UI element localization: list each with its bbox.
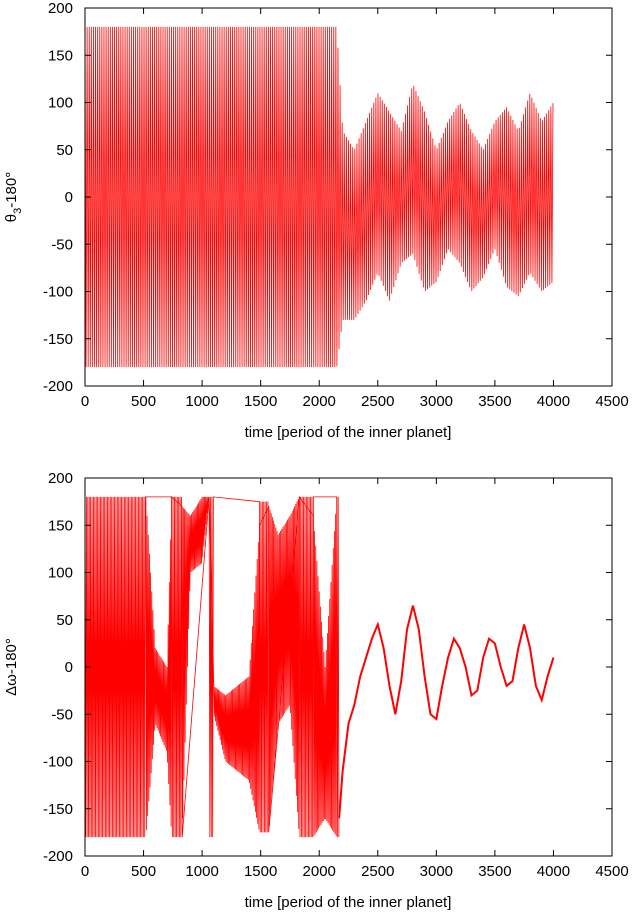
x-tick-label: 4500 — [595, 393, 628, 410]
y-tick-label: 50 — [56, 612, 73, 629]
x-tick-label: 500 — [131, 863, 156, 880]
x-tick-label: 3500 — [478, 393, 511, 410]
y-tick-label: 150 — [48, 47, 73, 64]
y-tick-label: 150 — [48, 517, 73, 534]
x-tick-label: 4000 — [537, 393, 570, 410]
x-tick-label: 1500 — [244, 863, 277, 880]
y-tick-label: -150 — [43, 331, 73, 348]
x-ticks: 0 500 1000 1500 2000 2500 3000 3500 4000 4500 — [81, 8, 629, 410]
x-tick-label: 3000 — [420, 863, 453, 880]
series-oscillation — [145, 495, 338, 837]
x-tick-label: 4000 — [537, 863, 570, 880]
y-tick-label: -150 — [43, 801, 73, 818]
y-tick-label: -50 — [51, 706, 73, 723]
y-tick-label: -50 — [51, 236, 73, 253]
x-tick-label: 500 — [131, 393, 156, 410]
y-tick-label: -200 — [43, 848, 73, 865]
y-axis-label-rest: -180° — [3, 638, 20, 674]
y-tick-label: -200 — [43, 378, 73, 395]
x-axis-label: time [period of the inner planet] — [245, 424, 452, 441]
x-tick-label: 2000 — [303, 393, 336, 410]
x-tick-label: 4500 — [595, 863, 628, 880]
x-tick-label: 1000 — [185, 863, 218, 880]
y-tick-label: 0 — [65, 659, 73, 676]
x-tick-label: 2000 — [303, 863, 336, 880]
y-tick-label: 200 — [48, 0, 73, 17]
y-ticks: 200 150 100 50 0 -50 -100 -150 -200 — [43, 470, 612, 865]
x-tick-label: 0 — [81, 863, 89, 880]
plot-series — [84, 495, 555, 838]
y-axis-label: θ3-180° — [3, 172, 24, 223]
y-axis-label: Δω-180° — [3, 638, 20, 696]
x-tick-label: 3000 — [420, 393, 453, 410]
y-axis-label-sub: 3 — [12, 208, 24, 214]
y-tick-label: 0 — [65, 189, 73, 206]
plot-series — [84, 26, 554, 368]
y-tick-label: -100 — [43, 754, 73, 771]
y-axis-label-base: Δω — [3, 674, 20, 696]
x-ticks: 0 500 1000 1500 2000 2500 3000 3500 4000 4500 — [81, 478, 629, 880]
theta3-chart: 0 500 1000 1500 2000 2500 3000 3500 4000 4500 200… — [3, 0, 629, 441]
y-axis-label-rest: -180° — [3, 172, 20, 208]
series-bands — [84, 496, 340, 838]
y-tick-label: 100 — [48, 95, 73, 112]
y-tick-label: 100 — [48, 565, 73, 582]
y-tick-label: 50 — [56, 142, 73, 159]
series-theta3 — [84, 26, 554, 368]
y-ticks: 200 150 100 50 0 -50 -100 -150 -200 — [43, 0, 612, 395]
x-tick-label: 3500 — [478, 863, 511, 880]
x-tick-label: 2500 — [361, 863, 394, 880]
x-axis-label: time [period of the inner planet] — [245, 894, 452, 911]
y-tick-label: 200 — [48, 470, 73, 487]
x-tick-label: 1500 — [244, 393, 277, 410]
x-tick-label: 2500 — [361, 393, 394, 410]
x-tick-label: 1000 — [185, 393, 218, 410]
delta-omega-chart: 0 500 1000 1500 2000 2500 3000 3500 4000 4500 200… — [3, 470, 629, 911]
x-tick-label: 0 — [81, 393, 89, 410]
series-libration-line — [338, 605, 555, 819]
y-axis-label-base: θ — [3, 214, 20, 222]
y-tick-label: -100 — [43, 284, 73, 301]
